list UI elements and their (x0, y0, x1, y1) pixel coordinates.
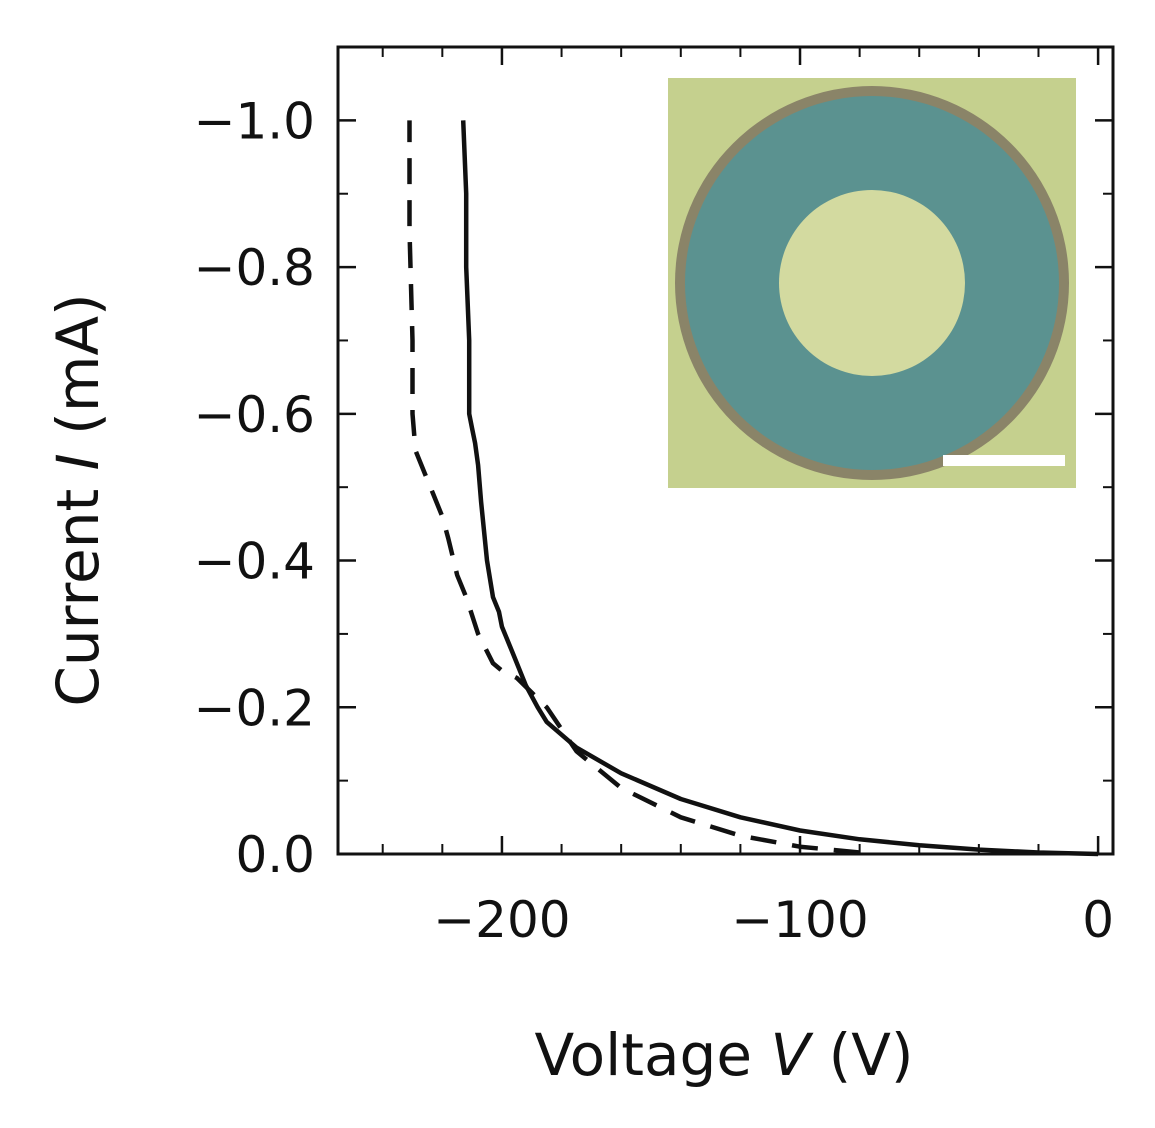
y-tick-label: 0.0 (235, 826, 315, 884)
plot-frame (336, 45, 1115, 856)
y-tick-label: −0.8 (194, 239, 315, 297)
series-solid-line (460, 120, 1099, 857)
x-axis-label-prefix: Voltage (534, 1021, 770, 1089)
inset-micrograph (668, 78, 1076, 488)
x-axis-label-unit: (V) (810, 1021, 913, 1089)
series-dashed-line (407, 120, 860, 855)
y-axis-label: Current I (mA) (44, 293, 112, 706)
x-tick-label: −200 (433, 891, 570, 949)
y-tick-label: −1.0 (194, 92, 315, 150)
y-axis-label-variable: I (44, 453, 112, 470)
x-tick-label: −100 (731, 891, 868, 949)
y-axis-label-unit: (mA) (44, 293, 112, 453)
x-tick-label: 0 (1082, 891, 1114, 949)
y-tick-label: −0.4 (194, 533, 315, 591)
inset-scale-bar (943, 455, 1065, 466)
x-axis-label: Voltage V (V) (534, 1021, 913, 1089)
y-axis-label-prefix: Current (44, 470, 112, 706)
x-axis-label-variable: V (770, 1021, 814, 1089)
plot-area (338, 46, 1113, 857)
y-tick-label: −0.2 (194, 679, 315, 737)
inset-center-electrode (779, 190, 965, 376)
y-tick-label: −0.6 (194, 386, 315, 444)
